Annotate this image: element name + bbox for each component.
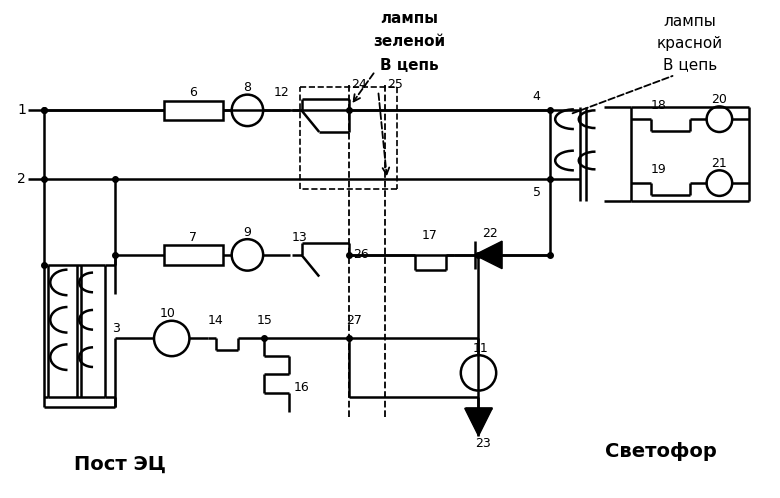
Text: 20: 20	[711, 93, 727, 106]
Text: 7: 7	[190, 231, 197, 244]
Polygon shape	[474, 241, 502, 268]
Text: В цепь: В цепь	[381, 58, 439, 73]
Text: 17: 17	[421, 229, 438, 242]
Text: 19: 19	[651, 163, 666, 176]
Text: 23: 23	[476, 437, 491, 450]
Text: 16: 16	[293, 381, 310, 394]
Text: 26: 26	[353, 249, 368, 261]
Text: 11: 11	[473, 342, 488, 355]
Text: 6: 6	[190, 86, 197, 99]
Text: 21: 21	[711, 157, 727, 170]
Text: 24: 24	[351, 78, 367, 91]
Text: 4: 4	[533, 90, 541, 103]
Text: красной: красной	[657, 36, 723, 51]
Text: лампы: лампы	[381, 11, 438, 26]
Text: 2: 2	[17, 172, 27, 186]
Text: В цепь: В цепь	[663, 58, 717, 73]
Text: Светофор: Светофор	[604, 442, 716, 461]
Text: 27: 27	[346, 314, 362, 327]
Text: Пост ЭЦ: Пост ЭЦ	[73, 455, 165, 474]
Text: зеленой: зеленой	[374, 34, 445, 49]
Text: 25: 25	[387, 78, 403, 91]
Text: 13: 13	[292, 231, 307, 244]
Polygon shape	[465, 408, 492, 436]
Text: 18: 18	[651, 99, 666, 112]
Text: лампы: лампы	[664, 14, 716, 29]
Text: 10: 10	[160, 307, 176, 320]
Text: 22: 22	[482, 227, 498, 240]
Text: 9: 9	[243, 226, 251, 239]
Text: 12: 12	[274, 86, 289, 99]
Text: 3: 3	[112, 322, 119, 335]
Text: 1: 1	[17, 104, 27, 118]
Text: 15: 15	[256, 314, 272, 327]
Bar	[164, 245, 223, 265]
Text: 8: 8	[243, 81, 251, 94]
Bar	[164, 101, 223, 120]
Text: 14: 14	[208, 314, 224, 327]
Text: 5: 5	[533, 186, 541, 200]
